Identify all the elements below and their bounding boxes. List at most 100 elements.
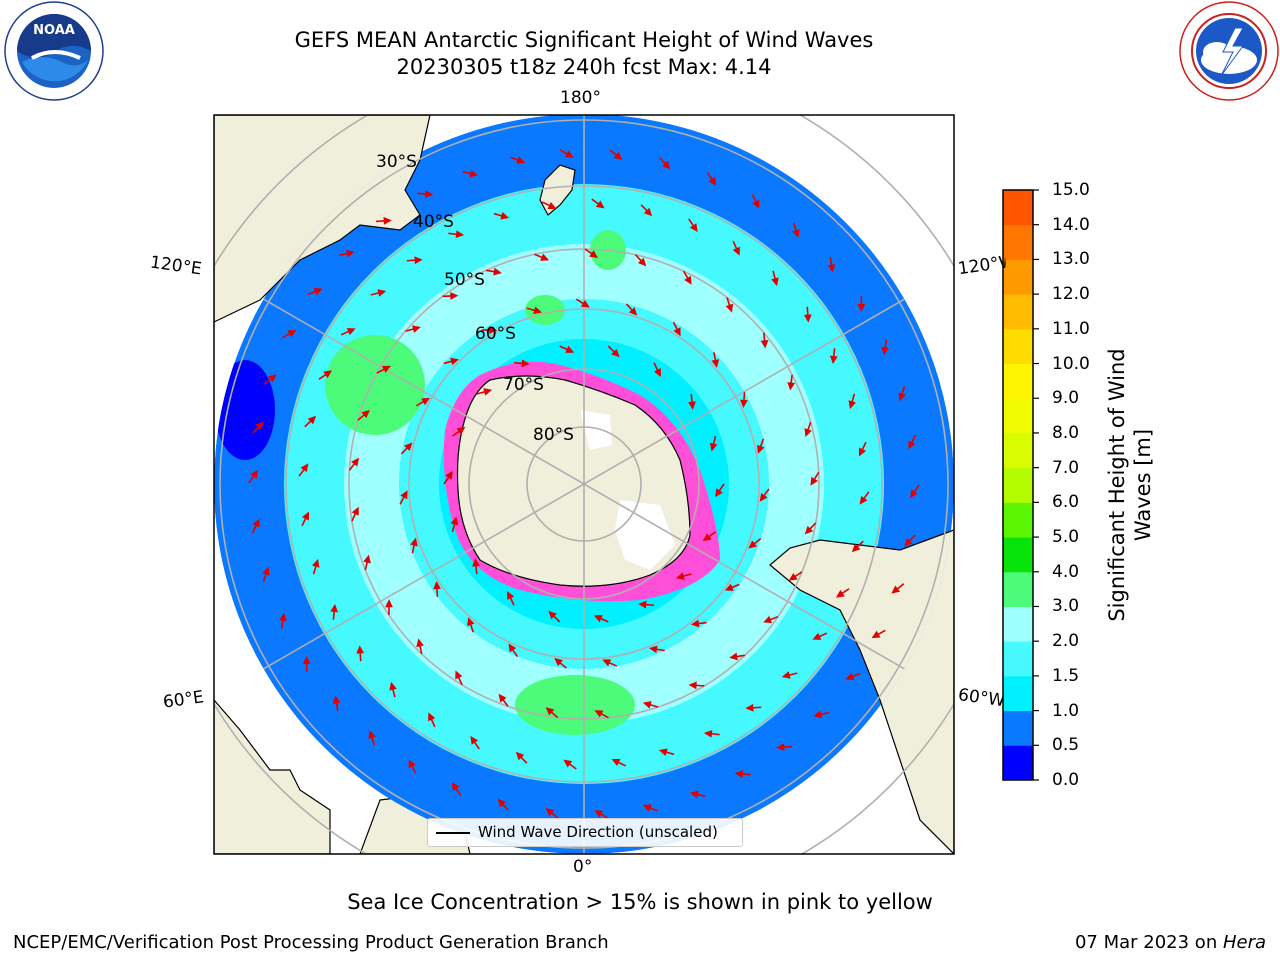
wind-arrow-head (690, 619, 700, 628)
wind-arrow-head (450, 357, 459, 366)
wind-arrow-head (521, 359, 530, 368)
wind-arrow-head (467, 617, 475, 627)
colorbar-tick-label: 6.0 (1052, 492, 1080, 513)
wind-arrow-head (810, 476, 818, 486)
wind-arrow-head (812, 632, 822, 640)
colorbar-tick-label: 0.0 (1052, 770, 1080, 790)
wind-arrow-head (404, 442, 413, 451)
wind-arrow-head (792, 229, 800, 238)
wind-arrow-head (771, 277, 779, 287)
wind-arrow-head (545, 808, 555, 817)
lat-label-40s: 40°S (413, 212, 454, 232)
wind-arrow-head (787, 382, 796, 391)
wind-arrow-head (748, 540, 758, 549)
wind-arrow-head (563, 759, 573, 768)
wind-arrow-head (287, 329, 297, 338)
wind-arrow-head (428, 712, 436, 722)
lon-label-180: 180° (560, 88, 601, 108)
wind-arrow-head (595, 200, 605, 209)
wind-arrow-head (323, 370, 333, 379)
wind-arrow-head (361, 410, 370, 419)
wind-arrow-head (759, 492, 768, 502)
colorbar (1002, 189, 1039, 781)
wind-arrow-head (708, 176, 717, 186)
colorbar-tick-label: 10.0 (1052, 353, 1090, 374)
colorbar-tick-label: 7.0 (1052, 457, 1080, 478)
wind-arrow-head (827, 264, 836, 273)
wind-arrow-head (688, 681, 697, 690)
wind-arrow-head (346, 328, 356, 336)
wind-arrow-head (851, 543, 861, 553)
colorbar-segment (1003, 641, 1033, 677)
wind-arrow-head (451, 782, 460, 792)
colorbar-segment (1003, 363, 1033, 399)
wind-arrow-head (450, 292, 459, 300)
wind-arrow-head (493, 267, 502, 276)
wind-arrow-head (688, 401, 696, 410)
lat-label-30s: 30°S (376, 152, 417, 172)
wind-arrow-head (813, 710, 823, 719)
lon-label-0: 0° (573, 857, 593, 877)
wind-arrow-head (433, 581, 441, 590)
wind-arrow-head (313, 287, 323, 296)
colorbar-tick-label: 1.0 (1052, 700, 1080, 721)
wind-arrow-head (497, 798, 506, 808)
wind-arrow-head (658, 748, 668, 756)
wind-arrow-head (729, 652, 738, 661)
wind-arrow-head (689, 223, 698, 233)
wind-arrow-head (611, 758, 621, 767)
wind-arrow-head (848, 400, 856, 410)
wind-arrow-head (410, 537, 418, 547)
nws-logo (1179, 1, 1279, 101)
wind-arrow-head (377, 289, 387, 297)
wind-arrow-head (628, 307, 638, 316)
wind-arrow-head (516, 156, 526, 164)
wind-arrow-head (312, 558, 320, 568)
wind-arrow-head (547, 202, 557, 210)
wind-arrow-head (594, 810, 604, 818)
wind-arrow-head (871, 630, 881, 639)
wind-arrow-head (711, 359, 720, 368)
wind-arrow-head (469, 169, 479, 178)
colorbar-tick-label: 3.0 (1052, 596, 1080, 617)
wind-arrow-head (580, 299, 590, 308)
wind-arrow-head (302, 511, 310, 521)
wind-arrow-head (649, 645, 658, 654)
wind-arrow-head (250, 469, 258, 479)
wind-arrow-head (414, 256, 423, 265)
wind-arrow-head (904, 538, 913, 547)
wind-arrow-head (330, 603, 339, 613)
wind-arrow-head (835, 589, 845, 598)
colorbar-tick-label: 0.5 (1052, 735, 1080, 756)
wind-arrow-head (703, 729, 713, 738)
wind-arrow-head (345, 249, 355, 258)
wind-arrow-head (642, 804, 652, 812)
colorbar-segment (1003, 294, 1033, 330)
wind-arrow-head (472, 558, 480, 567)
wind-arrow-head (602, 659, 612, 667)
colorbar-tick-label: 1.5 (1052, 665, 1080, 686)
colorbar-tick-label: 12.0 (1052, 284, 1090, 305)
wind-arrow-head (788, 572, 798, 581)
colorbar-tick-label: 8.0 (1052, 422, 1080, 443)
wind-arrow-head (545, 707, 555, 716)
wind-arrow-head (424, 190, 434, 198)
lat-label-60s: 60°S (475, 324, 516, 344)
wind-arrow-head (803, 314, 812, 323)
wind-arrow-head (356, 645, 365, 654)
wind-arrow-head (385, 599, 393, 608)
legend-line-swatch (436, 832, 470, 834)
wind-arrow-head (752, 199, 760, 209)
colorbar-segment (1003, 606, 1033, 642)
wind-arrow-head (734, 770, 744, 778)
colorbar-segment (1003, 710, 1033, 746)
wind-arrow-head (450, 516, 459, 526)
wind-arrow-head (389, 681, 397, 691)
wind-arrow-head (745, 703, 754, 712)
date-text: 07 Mar 2023 on Hera (1074, 932, 1266, 953)
wind-arrow-head (455, 670, 463, 680)
wind-arrow-head (857, 303, 866, 313)
wind-arrow-head (653, 368, 661, 378)
colorbar-frame (1002, 189, 1034, 781)
wind-arrow-head (642, 701, 652, 709)
